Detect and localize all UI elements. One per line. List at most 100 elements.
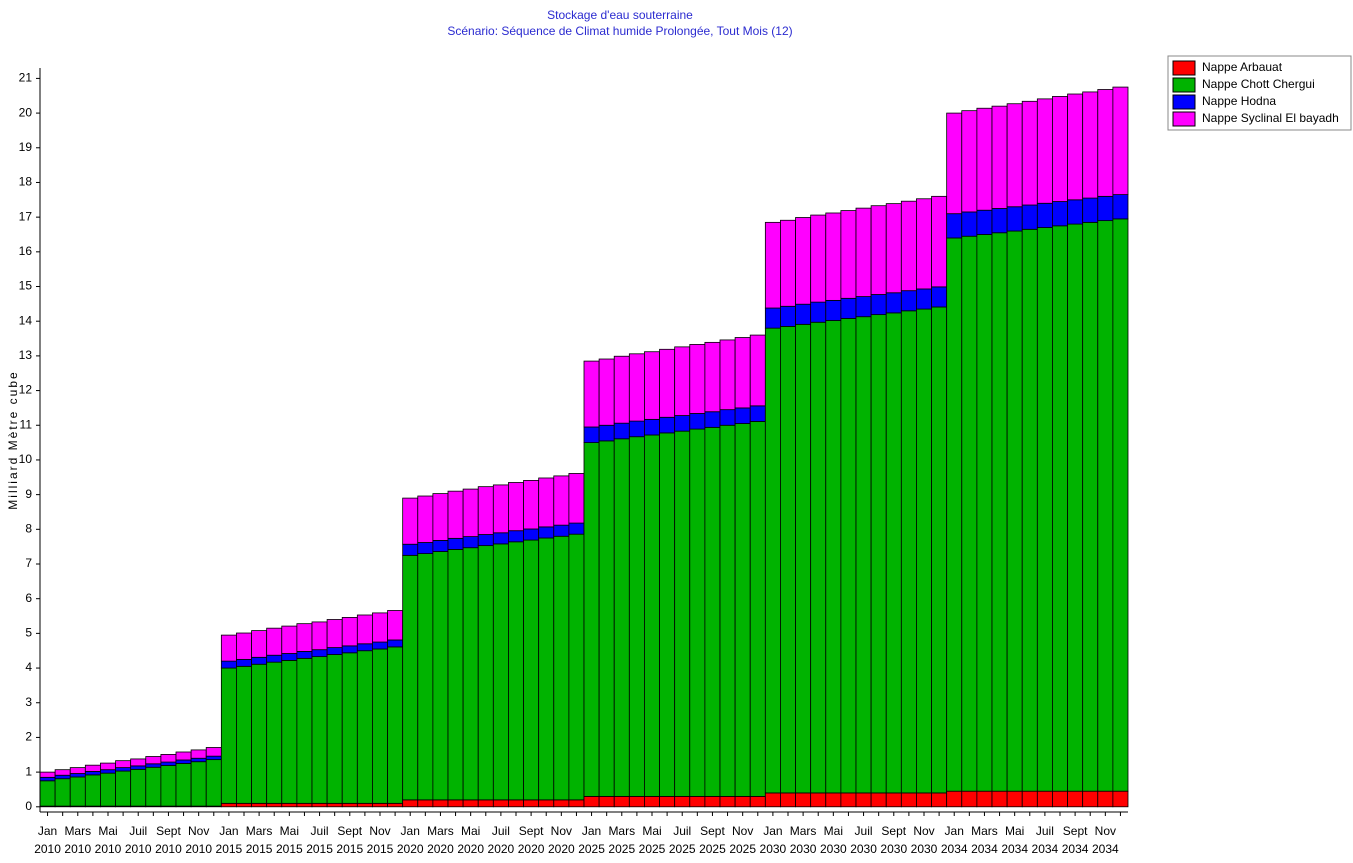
chart-subtitle: Scénario: Séquence de Climat humide Prol… — [447, 24, 792, 38]
bar-segment — [326, 802, 343, 808]
bar-segment — [402, 543, 419, 556]
x-tick-label: Jan 2025 — [578, 824, 605, 856]
y-tick-label: 18 — [19, 175, 33, 189]
bar-segment — [356, 650, 373, 804]
bar-segment — [568, 473, 585, 524]
bar-segment — [281, 625, 298, 654]
bar-segment — [115, 767, 132, 772]
bar-segment — [1006, 103, 1023, 208]
bar-segment — [266, 802, 283, 808]
bar-segment — [568, 522, 585, 535]
bar-segment — [296, 657, 313, 804]
bar-segment — [220, 802, 237, 808]
bar-segment — [220, 667, 237, 804]
bar-segment — [130, 768, 147, 807]
bar-segment — [628, 436, 645, 797]
y-tick-label: 15 — [19, 279, 33, 293]
bar-segment — [326, 647, 343, 655]
bar-segment — [356, 643, 373, 652]
x-tick-label: Juil 2025 — [669, 824, 696, 856]
bar-segment — [810, 792, 827, 808]
bar-segment — [477, 534, 494, 547]
bar-segment — [1036, 98, 1053, 204]
bar-segment — [160, 765, 177, 807]
bar-segment — [69, 773, 86, 778]
y-tick-label: 8 — [25, 521, 32, 535]
bar-segment — [900, 792, 917, 808]
bar-segment — [1067, 199, 1084, 225]
bar-segment — [659, 348, 676, 418]
bar-segment — [583, 795, 600, 808]
x-tick-label: Sept 2015 — [336, 824, 363, 856]
bar-segment — [553, 535, 570, 801]
bar-segment — [1112, 790, 1129, 808]
x-tick-label: Sept 2020 — [518, 824, 545, 856]
bar-segment — [100, 762, 116, 771]
x-tick-label: Sept 2034 — [1062, 824, 1089, 856]
bar-segment — [719, 339, 736, 411]
bar-segment — [659, 795, 676, 808]
bar-segment — [991, 790, 1008, 808]
bar-segment — [810, 301, 827, 323]
bar-segment — [492, 799, 509, 808]
bar-segment — [100, 769, 116, 774]
bar-segment — [961, 110, 978, 213]
bar-segment — [613, 438, 630, 797]
bar-segment — [160, 761, 177, 766]
bar-segment — [39, 771, 56, 778]
bar-segment — [583, 426, 600, 444]
bar-segment — [251, 663, 268, 804]
x-tick-label: Jan 2034 — [941, 824, 968, 856]
legend-swatch — [1172, 60, 1196, 76]
bar-segment — [538, 799, 555, 808]
bar-segment — [402, 497, 419, 545]
bar-segment — [764, 221, 781, 309]
bar-segment — [417, 542, 434, 554]
bar-segment — [916, 288, 932, 310]
bar-segment — [281, 660, 298, 804]
bar-segment — [1082, 91, 1099, 199]
x-tick-label: Mai 2015 — [276, 824, 303, 856]
bar-segment — [1021, 100, 1038, 206]
bar-segment — [130, 765, 147, 770]
bar-segment — [1052, 225, 1068, 792]
x-tick-label: Nov 2034 — [1092, 824, 1119, 856]
bar-segment — [719, 409, 736, 426]
bar-segment — [341, 802, 358, 808]
bar-segment — [387, 610, 404, 641]
bar-segment — [1067, 93, 1084, 201]
bar-segment — [432, 493, 449, 541]
bar-segment — [764, 327, 781, 794]
x-tick-label: Nov 2025 — [729, 824, 756, 856]
bar-segment — [749, 421, 766, 797]
bar-segment — [946, 237, 963, 792]
bar-segment — [780, 792, 796, 808]
bar-segment — [236, 802, 252, 808]
bar-segment — [296, 623, 313, 652]
bar-segment — [1097, 790, 1114, 808]
bar-segment — [462, 547, 479, 801]
y-tick-label: 13 — [19, 348, 33, 362]
bar-segment — [795, 217, 812, 305]
bar-segment — [583, 442, 600, 797]
bar-segment — [961, 790, 978, 808]
bar-segment — [855, 296, 872, 318]
bar-segment — [372, 641, 388, 650]
bar-segment — [628, 353, 645, 422]
bar-segment — [402, 554, 419, 801]
bar-segment — [372, 612, 388, 643]
bar-segment — [976, 209, 993, 235]
bar-segment — [84, 764, 101, 772]
bar-segment — [780, 326, 796, 794]
x-tick-label: Juil 2034 — [1032, 824, 1059, 856]
bar-segment — [160, 754, 177, 763]
bar-segment — [84, 771, 101, 776]
bar-segment — [749, 795, 766, 808]
chart-title: Stockage d'eau souterraine — [547, 8, 693, 22]
bar-segment — [54, 774, 71, 780]
y-tick-label: 20 — [19, 105, 33, 119]
x-tick-label: Mars 2034 — [971, 824, 998, 856]
y-tick-label: 16 — [19, 244, 33, 258]
bar-segment — [931, 792, 948, 808]
x-tick-label: Jan 2015 — [216, 824, 243, 856]
